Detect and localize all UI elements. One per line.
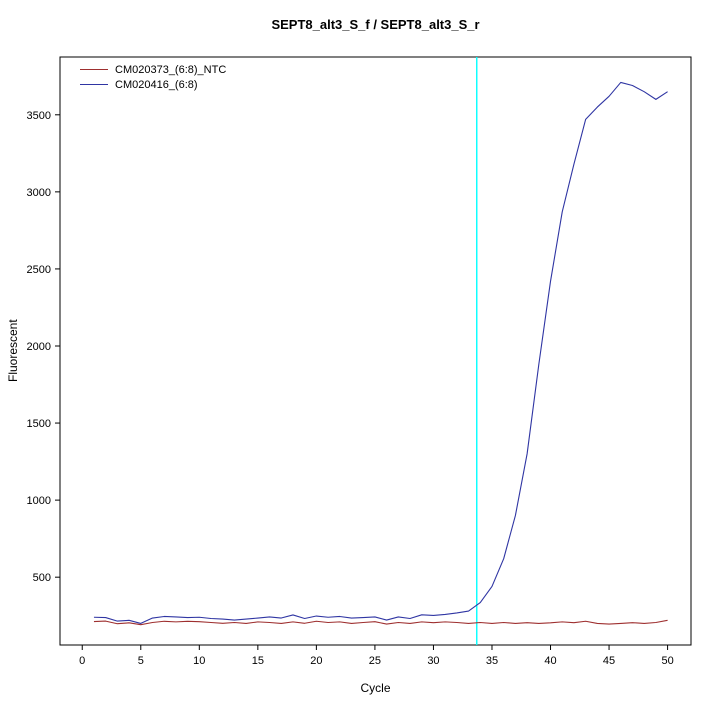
x-tick-label: 35 [486, 655, 498, 667]
x-tick-label: 15 [252, 655, 264, 667]
legend-item: CM020373_(6:8)_NTC [80, 63, 226, 76]
y-tick-label: 3500 [27, 110, 51, 122]
x-tick-label: 45 [603, 655, 615, 667]
x-tick-label: 30 [427, 655, 439, 667]
series-line-0 [93, 619, 668, 626]
series-line-1 [93, 81, 668, 624]
x-tick-label: 5 [138, 655, 144, 667]
y-tick-label: 3000 [27, 187, 51, 199]
y-tick-label: 2000 [27, 341, 51, 353]
legend-label: CM020373_(6:8)_NTC [115, 63, 227, 76]
plot-border [59, 56, 692, 646]
y-tick-label: 1000 [27, 495, 51, 507]
legend: CM020373_(6:8)_NTC CM020416_(6:8) [80, 63, 226, 91]
x-tick-label: 10 [193, 655, 205, 667]
y-axis-title: Fluorescent [6, 319, 20, 383]
y-tick-label: 500 [33, 572, 51, 584]
y-tick-label: 1500 [27, 418, 51, 430]
chart-title: SEPT8_alt3_S_f / SEPT8_alt3_S_r [271, 17, 480, 32]
x-axis-title: Cycle [360, 681, 391, 695]
x-tick-label: 20 [310, 655, 322, 667]
legend-item: CM020416_(6:8) [80, 78, 226, 91]
x-tick-label: 50 [661, 655, 673, 667]
x-tick-label: 25 [369, 655, 381, 667]
x-tick-label: 0 [79, 655, 85, 667]
legend-label: CM020416_(6:8) [115, 78, 198, 91]
legend-line-swatch [80, 69, 108, 70]
legend-line-swatch [80, 84, 108, 85]
x-tick-label: 40 [544, 655, 556, 667]
y-tick-label: 2500 [27, 264, 51, 276]
